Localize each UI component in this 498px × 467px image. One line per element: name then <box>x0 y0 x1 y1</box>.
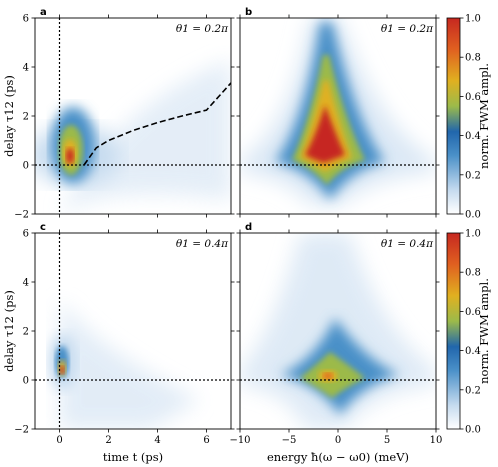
colorbar-bottom-tick-label: 1.0 <box>465 229 481 240</box>
panel-a: −2 0 2 4 6 a θ1 = 0.2π <box>14 7 235 221</box>
panel-c-ytick-label: 0 <box>23 376 29 387</box>
colorbar-bottom-label: norm. FWM ampl. <box>477 278 491 384</box>
colorbar-bottom-tick-label: 0.8 <box>465 268 481 279</box>
panel-b-heatmap <box>240 18 436 205</box>
panel-d-annotation: θ1 = 0.4π <box>381 238 434 250</box>
panel-d-label: d <box>245 222 252 233</box>
panel-d-xtick-label: 5 <box>384 435 390 446</box>
panel-d-ticks: −10 −5 0 5 10 <box>229 229 443 446</box>
panel-d: −10 −5 0 5 10 d θ1 = 0.4π <box>229 222 442 446</box>
colorbar-bottom-tick-label: 0.2 <box>465 385 481 396</box>
panel-c-ytick-label: −2 <box>14 425 29 436</box>
panel-c-ytick-label: 4 <box>23 278 29 289</box>
colorbar-top-tick-label: 0.8 <box>465 53 481 64</box>
colorbar-top-tick-label: 1.0 <box>465 14 481 25</box>
colorbar-bottom: 0.0 0.2 0.4 0.6 0.8 1.0 norm. FWM ampl. <box>446 229 491 436</box>
panel-a-ytick-label: 4 <box>23 63 29 74</box>
colorbar-top-gradient <box>446 17 461 215</box>
panel-b-ticks <box>236 14 440 218</box>
panel-c-ylabel: delay τ12 (ps) <box>2 290 16 372</box>
panel-c-xtick-label: 2 <box>105 435 111 446</box>
panel-c-label: c <box>40 222 46 233</box>
panel-a-ticks: −2 0 2 4 6 <box>14 14 235 221</box>
colorbar-top-label: norm. FWM ampl. <box>477 63 491 169</box>
panel-c-xtick-label: 6 <box>203 435 209 446</box>
panel-c: 0 2 4 6 −2 0 2 4 6 c θ1 = 0.4π <box>14 222 235 446</box>
panel-a-label: a <box>40 7 47 18</box>
panel-c-ytick-label: 2 <box>23 327 29 338</box>
panel-c-xlabel: time t (ps) <box>103 450 163 464</box>
panel-a-ytick-label: −2 <box>14 210 29 221</box>
panel-c-heatmap <box>49 300 200 429</box>
panel-c-ticks: 0 2 4 6 −2 0 2 4 6 <box>14 229 235 446</box>
panel-b-label: b <box>245 7 252 18</box>
panel-d-xtick-label: 0 <box>335 435 341 446</box>
colorbar-bottom-ticks: 0.0 0.2 0.4 0.6 0.8 1.0 <box>460 229 481 436</box>
panel-a-heatmap <box>35 60 231 214</box>
panel-a-ytick-label: 2 <box>23 112 29 123</box>
panel-c-annotation: θ1 = 0.4π <box>176 238 229 250</box>
panel-d-xtick-label: −5 <box>282 435 297 446</box>
panel-a-ytick-label: 0 <box>23 161 29 172</box>
panel-b-annotation: θ1 = 0.2π <box>381 23 434 35</box>
colorbar-bottom-gradient <box>446 232 461 430</box>
panel-d-xtick-label: −10 <box>229 435 250 446</box>
panel-d-xlabel: energy ħ(ω − ω0) (meV) <box>267 450 409 464</box>
panel-c-ytick-label: 6 <box>23 229 29 240</box>
colorbar-top-tick-label: 0.0 <box>465 210 481 221</box>
panel-a-ytick-label: 6 <box>23 14 29 25</box>
panel-b: b θ1 = 0.2π <box>236 7 440 218</box>
panel-a-dashed-curve <box>83 82 231 166</box>
colorbar-bottom-tick-label: 0.4 <box>465 346 481 357</box>
colorbar-top-tick-label: 0.6 <box>465 92 481 103</box>
colorbar-bottom-tick-label: 0.0 <box>465 425 481 436</box>
panel-c-xtick-label: 4 <box>154 435 160 446</box>
panel-a-ylabel: delay τ12 (ps) <box>2 75 16 157</box>
colorbar-bottom-tick-label: 0.6 <box>465 307 481 318</box>
colorbar-top-ticks: 0.0 0.2 0.4 0.6 0.8 1.0 <box>460 14 481 221</box>
panel-d-xtick-label: 10 <box>430 435 443 446</box>
colorbar-top-tick-label: 0.4 <box>465 131 481 142</box>
colorbar-top: 0.0 0.2 0.4 0.6 0.8 1.0 norm. FWM ampl. <box>446 14 491 221</box>
colorbar-top-tick-label: 0.2 <box>465 170 481 181</box>
panel-a-annotation: θ1 = 0.2π <box>176 23 229 35</box>
panel-c-xtick-label: 0 <box>56 435 62 446</box>
